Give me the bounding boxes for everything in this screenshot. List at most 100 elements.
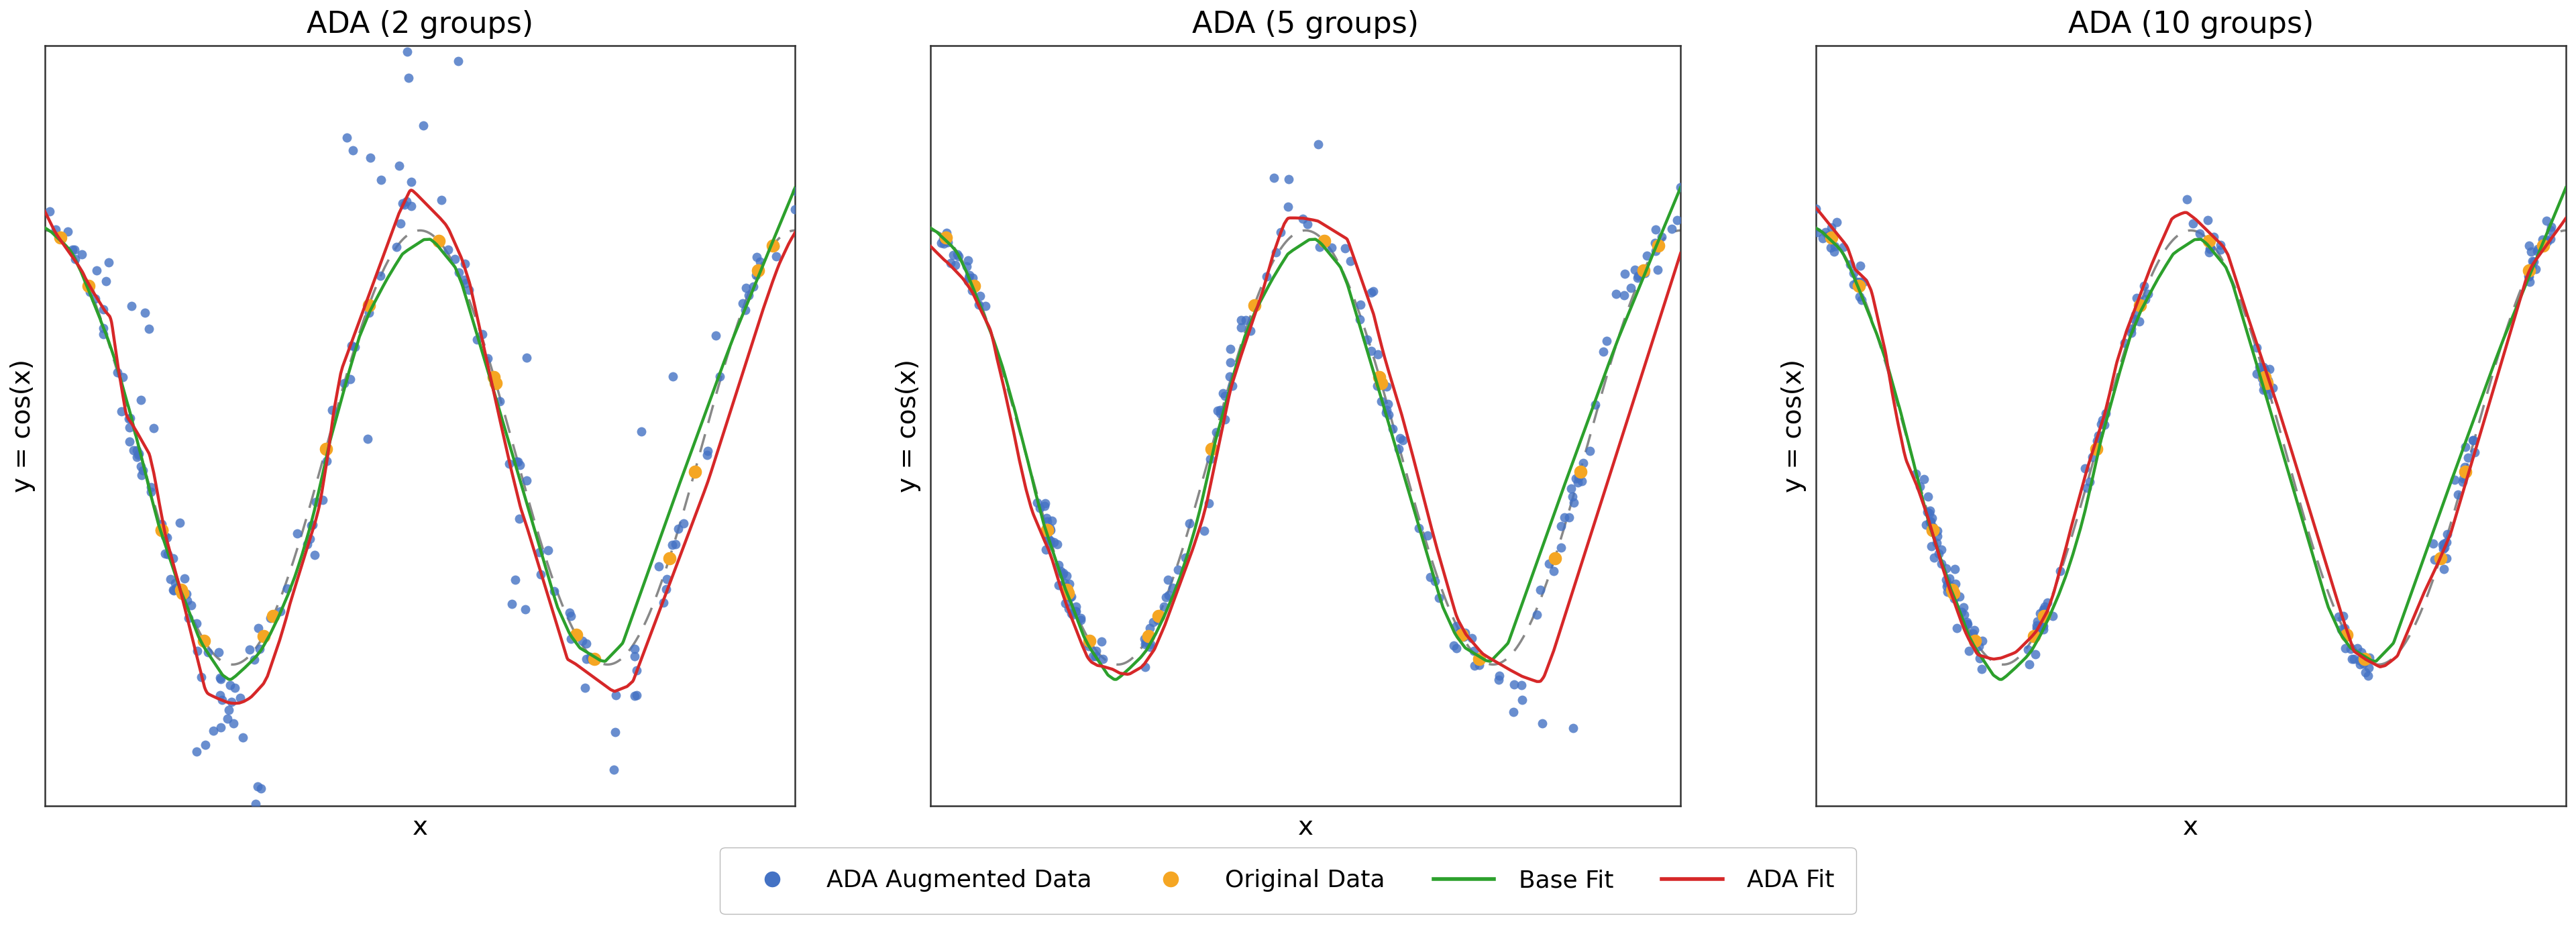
Point — [2419, 551, 2460, 566]
Point — [118, 446, 160, 461]
Point — [1929, 584, 1971, 599]
Point — [1368, 407, 1409, 422]
Point — [2236, 340, 2277, 355]
Point — [446, 276, 487, 291]
Point — [1038, 578, 1079, 593]
Point — [1814, 239, 1855, 254]
Title: ADA (2 groups): ADA (2 groups) — [307, 10, 533, 39]
Point — [348, 297, 389, 312]
Point — [1048, 601, 1090, 616]
Point — [1020, 500, 1061, 515]
Point — [1922, 542, 1963, 557]
Point — [801, 161, 842, 176]
Point — [1517, 607, 1558, 622]
Point — [1929, 583, 1971, 598]
Point — [129, 321, 170, 336]
Point — [175, 616, 216, 631]
Point — [188, 644, 229, 659]
Point — [2427, 551, 2468, 566]
Point — [82, 320, 124, 335]
Point — [1458, 657, 1499, 672]
Title: ADA (10 groups): ADA (10 groups) — [2069, 10, 2313, 39]
Point — [549, 605, 590, 619]
Point — [1069, 639, 1110, 654]
Point — [2447, 450, 2488, 465]
X-axis label: x: x — [1298, 815, 1314, 841]
Point — [325, 376, 366, 391]
Point — [1453, 658, 1494, 673]
Point — [1074, 644, 1115, 658]
Point — [505, 602, 546, 617]
Point — [1358, 378, 1399, 393]
Point — [1188, 495, 1229, 510]
Point — [2125, 292, 2166, 307]
Point — [2244, 364, 2285, 379]
Point — [1056, 604, 1097, 619]
Point — [1667, 177, 1708, 192]
Point — [70, 284, 111, 299]
Point — [2336, 641, 2378, 656]
Point — [2442, 471, 2483, 486]
Point — [2120, 297, 2161, 312]
Point — [1059, 613, 1100, 628]
Point — [1625, 248, 1667, 263]
Point — [1955, 623, 1996, 638]
Point — [175, 745, 216, 759]
Point — [788, 155, 829, 169]
Point — [2522, 238, 2563, 253]
Point — [1048, 585, 1090, 600]
Point — [2509, 260, 2550, 275]
Point — [2347, 660, 2388, 675]
Point — [2334, 652, 2375, 667]
Point — [1947, 644, 1989, 658]
Point — [252, 608, 294, 623]
Point — [1048, 577, 1090, 592]
Point — [206, 711, 247, 726]
Point — [2020, 606, 2061, 620]
Point — [569, 649, 611, 664]
Point — [935, 257, 976, 272]
Point — [2190, 245, 2231, 260]
Point — [2017, 618, 2058, 632]
Point — [142, 522, 183, 537]
Point — [2063, 461, 2105, 476]
Point — [2190, 241, 2231, 256]
Point — [837, 116, 878, 131]
Point — [1195, 425, 1236, 440]
Point — [2239, 359, 2280, 374]
Point — [2445, 464, 2486, 479]
Point — [2246, 375, 2287, 390]
Point — [1123, 632, 1164, 646]
Point — [1383, 432, 1425, 447]
Point — [2339, 657, 2380, 671]
Point — [1164, 550, 1206, 565]
Point — [592, 762, 634, 777]
Point — [1932, 582, 1973, 597]
Point — [428, 242, 469, 257]
Point — [54, 243, 95, 257]
Point — [1940, 589, 1981, 604]
Point — [1133, 615, 1175, 630]
Point — [240, 782, 281, 796]
Point — [1929, 579, 1971, 594]
Point — [1381, 431, 1422, 445]
Point — [724, 303, 765, 318]
Point — [147, 530, 188, 544]
Point — [1618, 268, 1659, 282]
Point — [1350, 344, 1391, 358]
Point — [528, 543, 569, 557]
Point — [1904, 471, 1945, 486]
Point — [296, 494, 337, 509]
Point — [260, 604, 301, 619]
Point — [1595, 286, 1636, 301]
Point — [219, 691, 260, 706]
Point — [2066, 481, 2107, 495]
Point — [1170, 516, 1211, 531]
Point — [1440, 628, 1481, 643]
Point — [2027, 595, 2069, 610]
Point — [1574, 397, 1615, 412]
Point — [448, 282, 489, 297]
Point — [1927, 576, 1968, 591]
Point — [1795, 202, 1837, 217]
Point — [1795, 225, 1837, 240]
